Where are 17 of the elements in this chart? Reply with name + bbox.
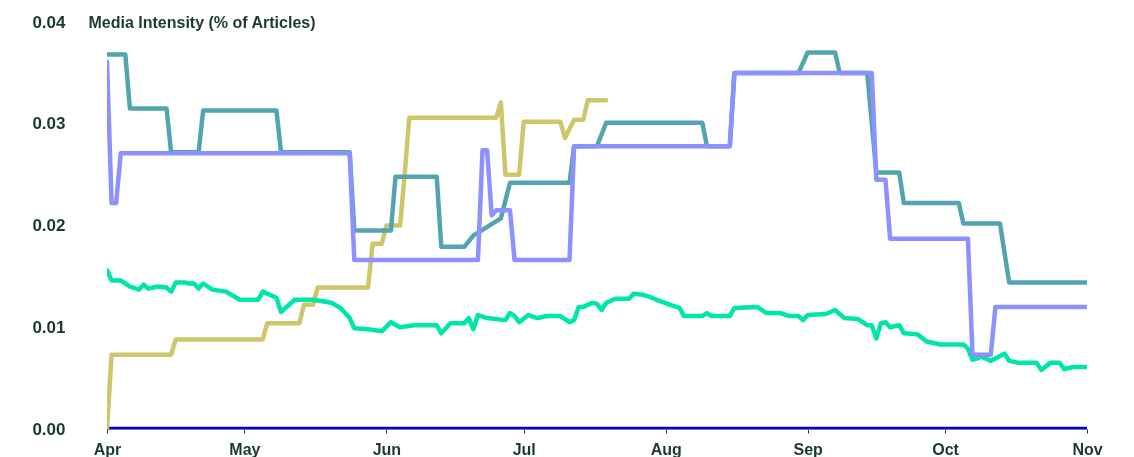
x-tick-label: Aug [650, 440, 682, 457]
line-series [107, 98, 609, 429]
x-tick-label: Sep [793, 440, 824, 457]
line-series [107, 59, 1087, 357]
y-tick-label: 0.02 [32, 216, 66, 235]
x-tick-label: Jul [512, 440, 536, 457]
x-tick-label: Jun [372, 440, 402, 457]
y-axis-title: Media Intensity (% of Articles) [88, 13, 316, 31]
x-tick-label: Apr [93, 440, 122, 457]
y-tick-label: 0.03 [32, 114, 66, 134]
x-tick-label: Nov [1072, 440, 1103, 457]
y-tick-label: 0.01 [32, 317, 66, 337]
x-tick-label: Oct [932, 440, 960, 457]
line-series [107, 268, 1087, 373]
x-tick-label: May [229, 440, 261, 457]
y-tick-label: 0.00 [32, 419, 66, 439]
y-tick-label: 0.04 [32, 12, 67, 32]
